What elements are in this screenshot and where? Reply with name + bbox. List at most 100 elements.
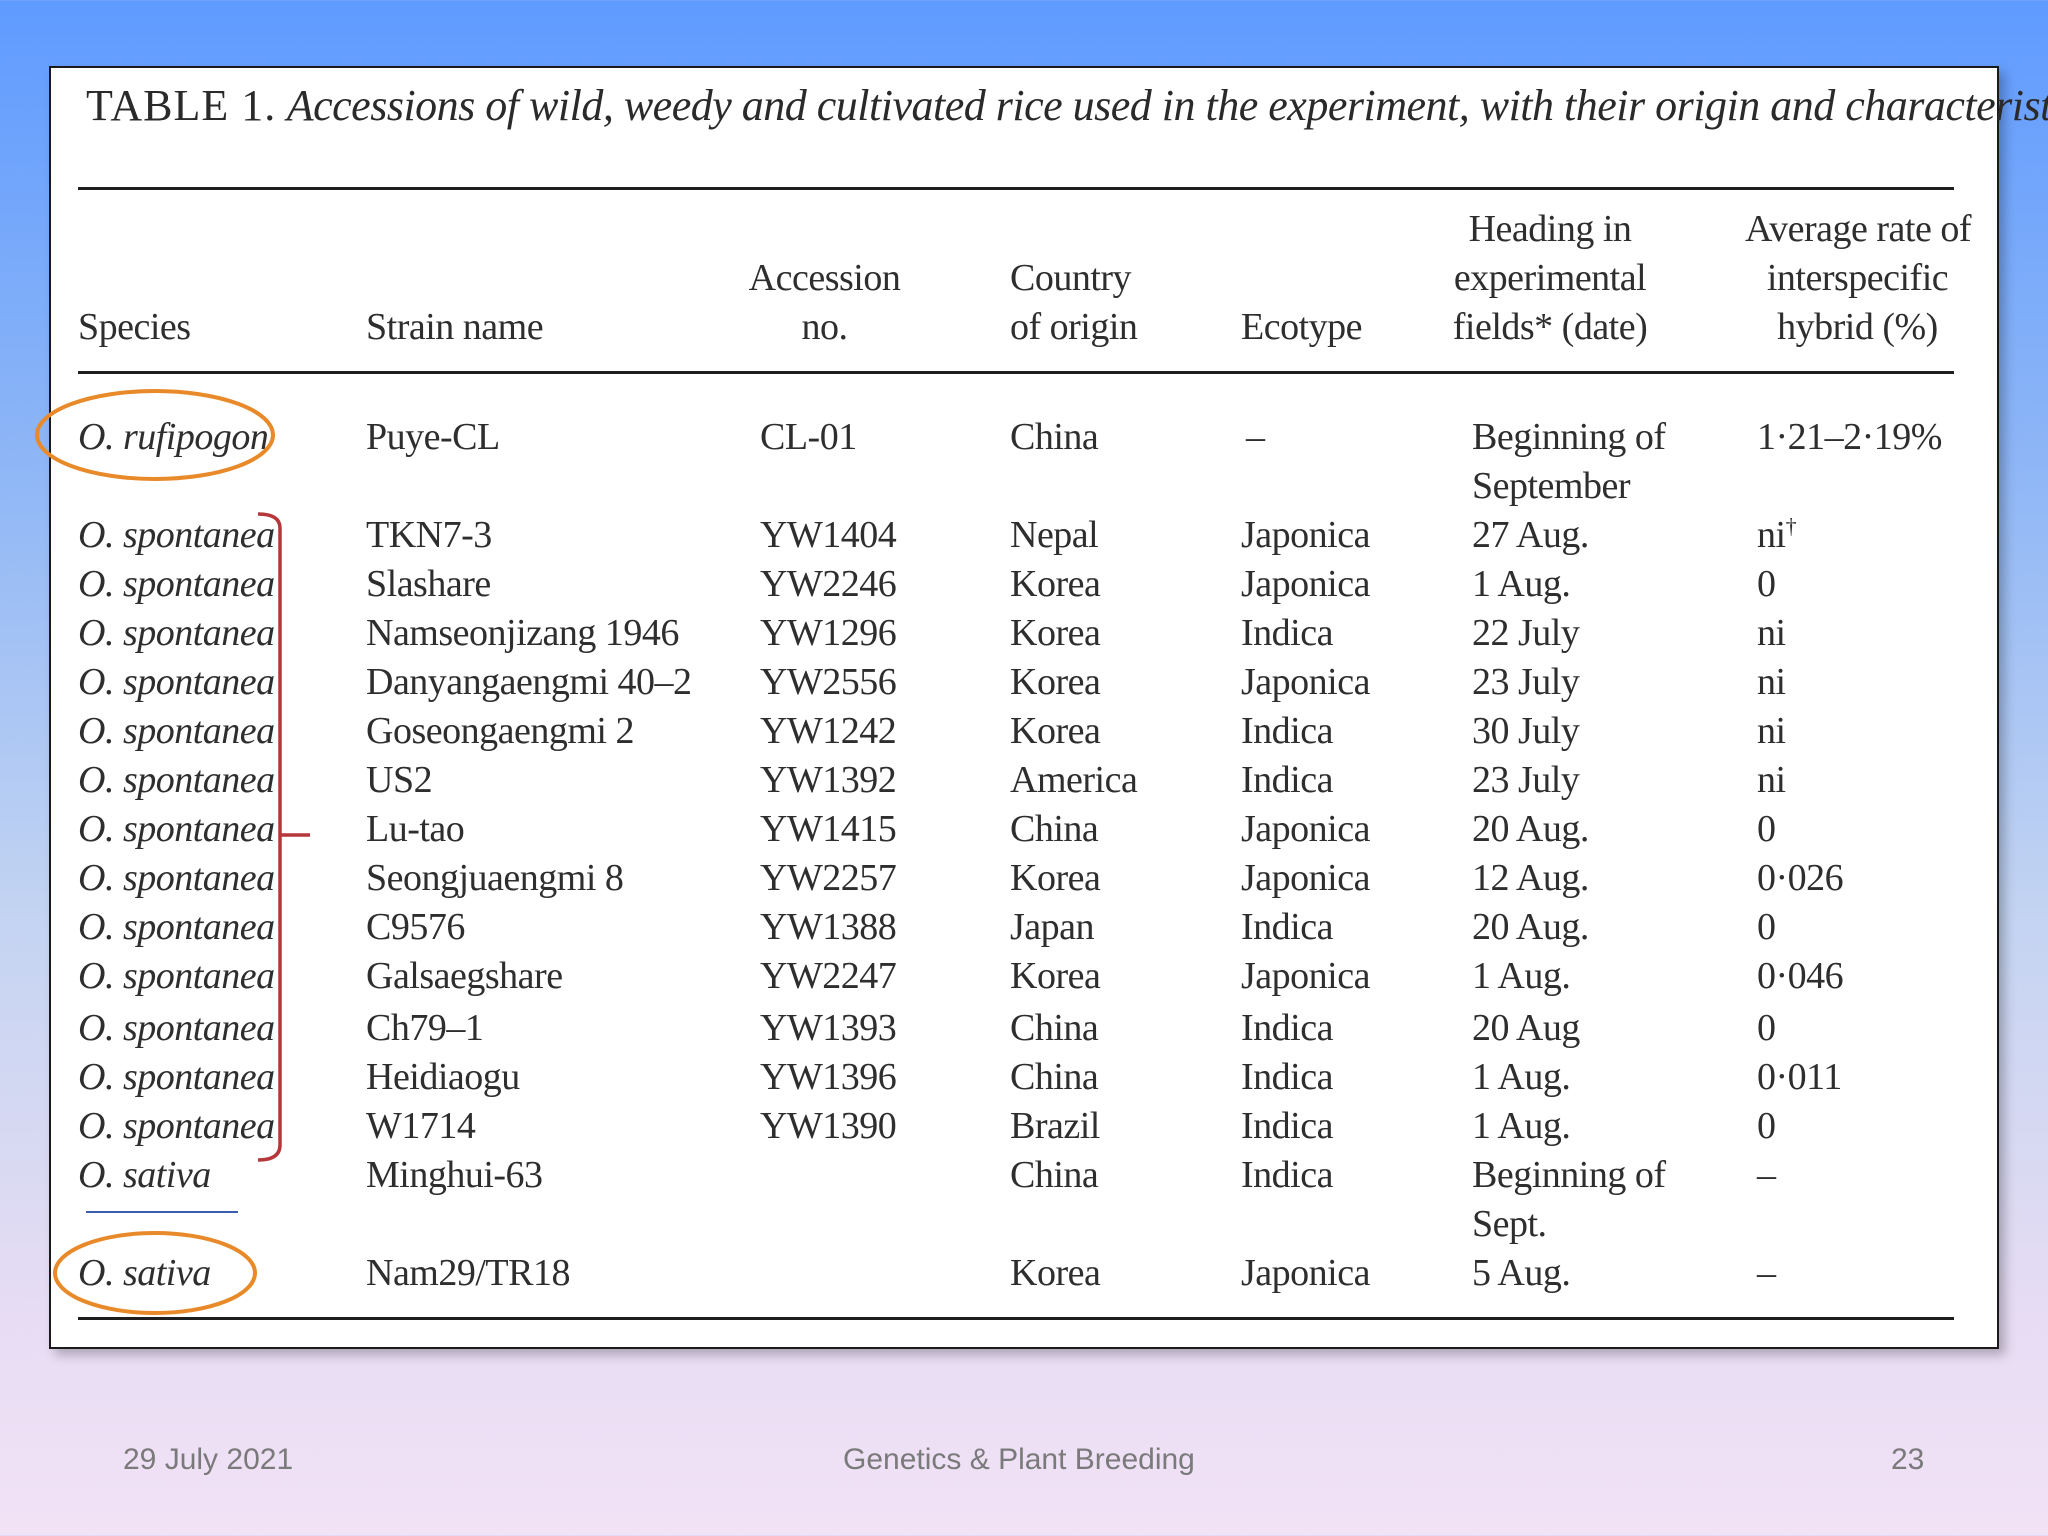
cell-heading-date: Beginning of (1472, 1154, 1666, 1196)
cell-ecotype: Japonica (1241, 1252, 1370, 1294)
cell-strain-name: Nam29/TR18 (366, 1252, 570, 1294)
cell-heading-date: 1 Aug. (1472, 563, 1571, 605)
bottom-rule (78, 1317, 1954, 1320)
cell-strain-name: W1714 (366, 1105, 476, 1147)
cell-species: O. spontanea (78, 1056, 275, 1098)
cell-country: China (1010, 1056, 1099, 1098)
cell-country: Japan (1010, 906, 1095, 948)
cell-country: China (1010, 416, 1099, 458)
cell-country: Korea (1010, 661, 1101, 703)
cell-ecotype: Indica (1241, 1154, 1333, 1196)
cell-species: O. spontanea (78, 710, 275, 752)
cell-hybrid-rate: 0·011 (1757, 1056, 1842, 1098)
cell-strain-name: Lu-tao (366, 808, 465, 850)
column-header-species: Species (78, 306, 191, 348)
cell-hybrid-rate: – (1757, 1252, 1776, 1294)
cell-accession-no: YW1388 (760, 906, 897, 948)
cell-country: Korea (1010, 1252, 1101, 1294)
cell-country: Korea (1010, 857, 1101, 899)
header-rule (78, 371, 1954, 374)
cell-country: America (1010, 759, 1138, 801)
footer-page-number: 23 (1891, 1443, 1925, 1476)
cell-ecotype: Indica (1241, 1007, 1333, 1049)
cell-species: O. spontanea (78, 661, 275, 703)
cell-species: O. spontanea (78, 612, 275, 654)
cell-strain-name: Seongjuaengmi 8 (366, 857, 624, 899)
cell-species: O. spontanea (78, 563, 275, 605)
cell-hybrid-rate: 0 (1757, 1007, 1776, 1049)
footnote-dagger-mark: † (1785, 513, 1797, 539)
cell-hybrid-rate: 1·21–2·19% (1757, 416, 1942, 458)
cell-ecotype: Indica (1241, 906, 1333, 948)
cell-hybrid-rate: ni (1757, 710, 1786, 752)
cell-heading-date: 23 July (1472, 661, 1580, 703)
cell-hybrid-rate: – (1757, 1154, 1776, 1196)
cell-heading-date: 20 Aug. (1472, 906, 1589, 948)
cell-strain-name: TKN7-3 (366, 514, 492, 556)
cell-heading-date: 23 July (1472, 759, 1580, 801)
cell-hybrid-rate: 0 (1757, 808, 1776, 850)
cell-ecotype: Indica (1241, 1056, 1333, 1098)
cell-heading-date: Beginning of (1472, 416, 1666, 458)
cell-strain-name: Ch79–1 (366, 1007, 484, 1049)
column-header-accession: Accession (748, 257, 901, 299)
column-header-rate: interspecific (1766, 257, 1949, 299)
cell-ecotype: Indica (1241, 710, 1333, 752)
cell-hybrid-rate: 0 (1757, 1105, 1776, 1147)
top-rule (78, 187, 1954, 190)
cell-species: O. sativa (78, 1154, 211, 1196)
cell-hybrid-rate: 0 (1757, 906, 1776, 948)
cell-strain-name: Minghui-63 (366, 1154, 543, 1196)
cell-hybrid-rate: 0 (1757, 563, 1776, 605)
footer-date: 29 July 2021 (123, 1443, 294, 1476)
cell-hybrid-rate: ni (1757, 661, 1786, 703)
cell-heading-date: Sept. (1472, 1203, 1547, 1245)
column-header-accession: no. (801, 306, 849, 348)
cell-country: Brazil (1010, 1105, 1100, 1147)
cell-hybrid-rate-with-mark: ni† (1757, 511, 1797, 560)
column-header-heading: experimental (1453, 257, 1647, 299)
cell-strain-name: Slashare (366, 563, 491, 605)
cell-ecotype: Indica (1241, 1105, 1333, 1147)
cell-country: Nepal (1010, 514, 1099, 556)
cell-country: Korea (1010, 710, 1101, 752)
cell-heading-date: 22 July (1472, 612, 1580, 654)
cell-accession-no: YW1415 (760, 808, 897, 850)
cell-species: O. spontanea (78, 1007, 275, 1049)
cell-country: China (1010, 1154, 1099, 1196)
cell-strain-name: Puye-CL (366, 416, 500, 458)
cell-accession-no: YW2556 (760, 661, 897, 703)
cell-species: O. spontanea (78, 955, 275, 997)
cell-strain-name: Namseonjizang 1946 (366, 612, 679, 654)
cell-species: O. spontanea (78, 1105, 275, 1147)
cell-heading-date: 27 Aug. (1472, 514, 1589, 556)
cell-country: Korea (1010, 955, 1101, 997)
cell-strain-name: Goseongaengmi 2 (366, 710, 634, 752)
cell-accession-no: YW1392 (760, 759, 897, 801)
column-header-rate: hybrid (%) (1777, 306, 1938, 348)
cell-heading-date: 30 July (1472, 710, 1580, 752)
cell-accession-no: YW1296 (760, 612, 897, 654)
cell-accession-no: YW1242 (760, 710, 897, 752)
column-header-ecotype: Ecotype (1241, 306, 1363, 348)
cell-accession-no: YW2246 (760, 563, 897, 605)
cell-hybrid-rate: 0·026 (1757, 857, 1844, 899)
cell-accession-no: YW1396 (760, 1056, 897, 1098)
cell-ecotype: Indica (1241, 759, 1333, 801)
column-header-strain: Strain name (366, 306, 544, 348)
cell-ecotype: Japonica (1241, 955, 1370, 997)
cell-strain-name: C9576 (366, 906, 465, 948)
table-caption-label: TABLE 1. (86, 81, 277, 130)
cell-ecotype: Japonica (1241, 563, 1370, 605)
cell-ecotype: Japonica (1241, 808, 1370, 850)
cell-heading-date: 1 Aug. (1472, 1105, 1571, 1147)
cell-heading-date: 1 Aug. (1472, 1056, 1571, 1098)
column-header-rate: Average rate of (1745, 208, 1971, 250)
cell-country: Korea (1010, 563, 1101, 605)
cell-accession-no: YW2247 (760, 955, 897, 997)
cell-country: Korea (1010, 612, 1101, 654)
cell-ecotype: – (1246, 416, 1265, 458)
cell-heading-date: September (1472, 465, 1631, 507)
cell-species: O. rufipogon (78, 416, 269, 458)
